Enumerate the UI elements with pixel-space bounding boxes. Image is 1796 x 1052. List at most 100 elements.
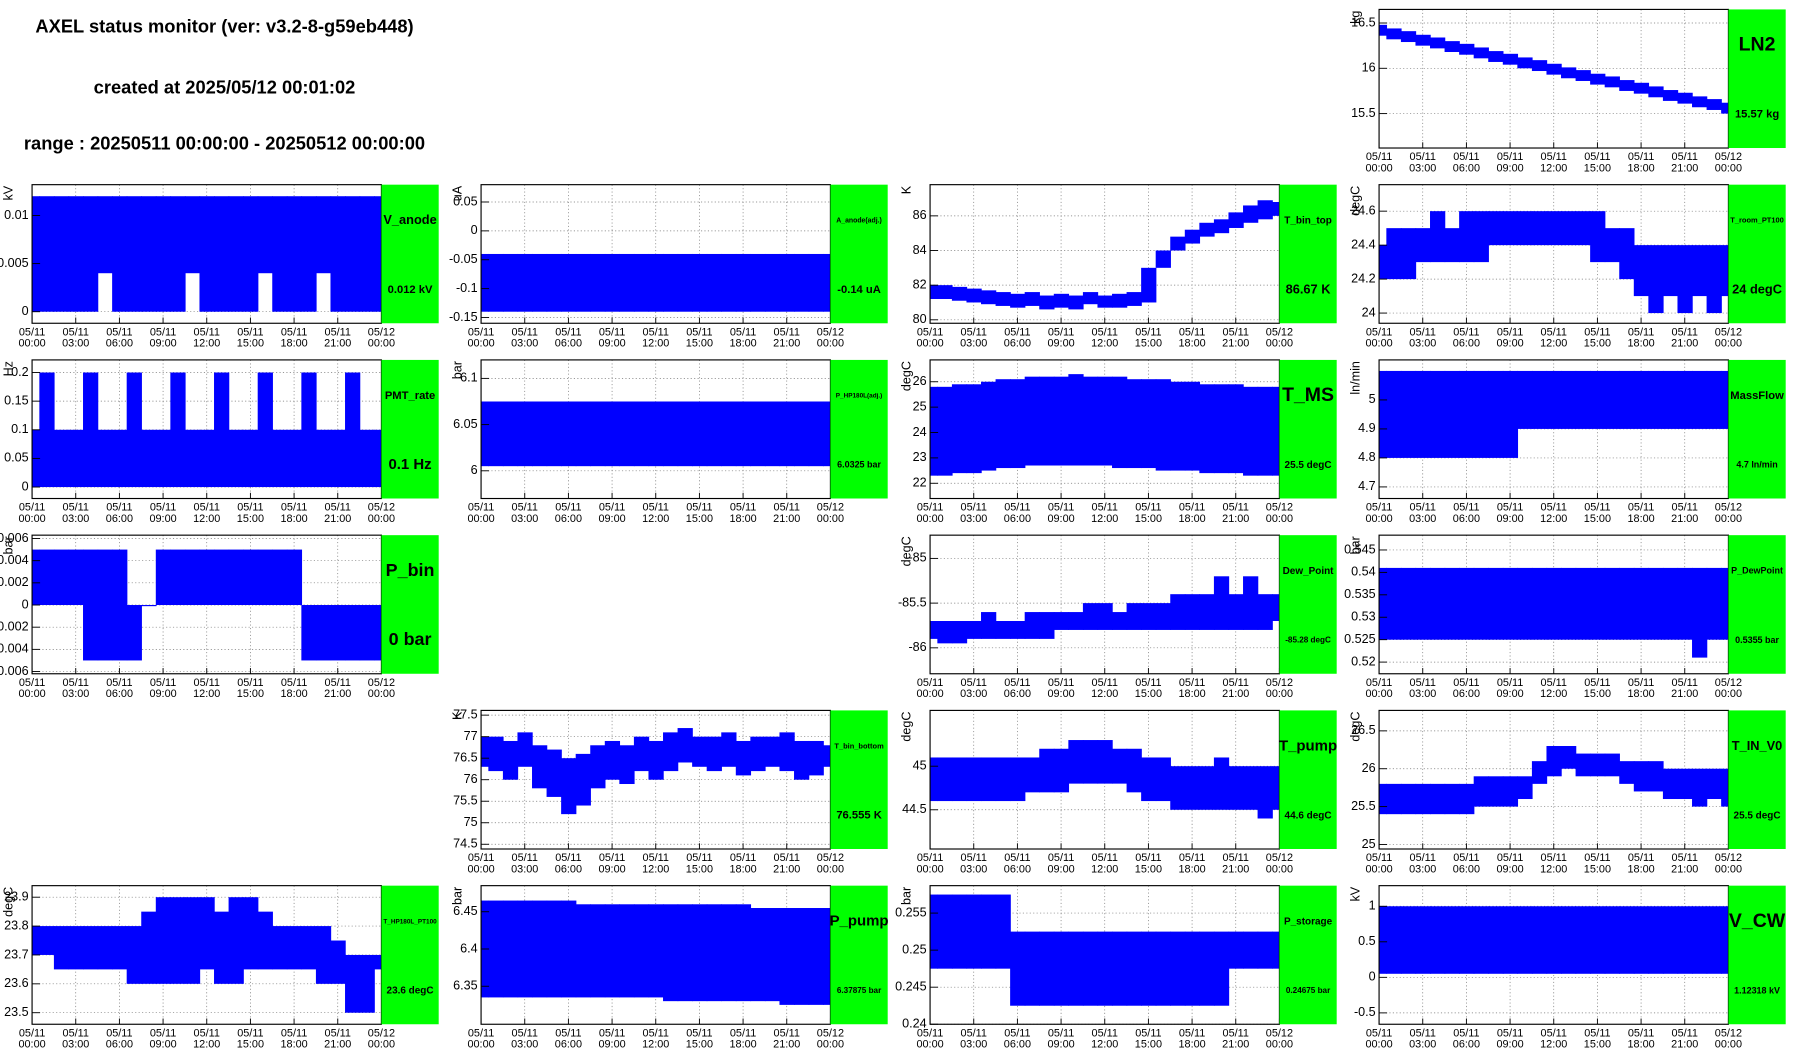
x-tick-label: 06:00	[1004, 338, 1031, 350]
band-segment	[228, 897, 244, 984]
x-tick-label: 05/11	[1048, 852, 1074, 864]
x-tick-label: 03:00	[511, 1039, 538, 1051]
x-tick-label: 05/11	[1135, 326, 1161, 338]
x-tick-label: 03:00	[62, 338, 89, 350]
x-tick-label: 00:00	[18, 513, 45, 525]
band-segment	[199, 429, 215, 488]
x-tick-label: 05/11	[730, 502, 756, 514]
band-segment	[502, 401, 519, 467]
time-range: range : 20250511 00:00:00 - 20250512 00:…	[24, 132, 425, 153]
x-tick-label: 05/11	[1628, 326, 1654, 338]
band-segment	[1546, 906, 1562, 974]
x-tick-label: 05/11	[19, 502, 45, 514]
y-axis-label: kV	[1348, 886, 1362, 901]
x-tick-label: 05/11	[555, 326, 581, 338]
x-tick-label: 00:00	[1365, 338, 1392, 350]
y-tick-label: 6.45	[453, 904, 477, 918]
y-axis-label: kV	[1, 185, 15, 200]
y-tick-label: 16	[1362, 61, 1376, 75]
x-tick-label: 05/11	[512, 1027, 538, 1039]
band-segment	[199, 897, 215, 970]
band-segment	[345, 954, 361, 1013]
band-segment	[590, 904, 606, 998]
x-tick-label: 05/11	[106, 677, 132, 689]
band-segment	[779, 253, 795, 312]
panel: 0.520.5250.530.5350.540.54505/1100:0005/…	[1344, 534, 1786, 700]
x-tick-label: 05/11	[1135, 677, 1161, 689]
band-segment	[1024, 292, 1040, 306]
x-tick-label: 00:00	[18, 338, 45, 350]
y-axis-label: kg	[1348, 11, 1362, 24]
band-segment	[1706, 245, 1722, 314]
band-segment	[1531, 60, 1548, 72]
band-segment	[1488, 51, 1504, 62]
band-segment	[1444, 228, 1460, 263]
band-segment	[1444, 41, 1460, 52]
y-tick-label: 0.255	[895, 905, 926, 919]
band-segment	[68, 429, 84, 488]
status-box	[830, 184, 888, 324]
band-segment	[32, 196, 41, 312]
band-segment	[677, 728, 693, 763]
band-segment	[1082, 740, 1099, 784]
band-segment	[1706, 567, 1722, 640]
band-segment	[930, 285, 939, 300]
x-tick-label: 09:00	[1047, 1039, 1074, 1051]
x-tick-label: 05/11	[1672, 326, 1698, 338]
band-segment	[1400, 370, 1417, 458]
band-segment	[1488, 906, 1504, 974]
x-tick-label: 09:00	[1496, 163, 1523, 175]
band-segment	[1082, 376, 1099, 466]
band-segment	[1619, 80, 1635, 91]
x-tick-label: 00:00	[1365, 863, 1392, 875]
band-segment	[1272, 594, 1280, 622]
band-segment	[1575, 567, 1591, 640]
y-tick-label: 25	[913, 399, 927, 413]
x-tick-label: 05/12	[1715, 502, 1742, 514]
band-segment	[1488, 567, 1504, 640]
band-segment	[1068, 295, 1084, 310]
band-segment	[1561, 746, 1577, 769]
band-segment	[488, 253, 504, 312]
x-tick-label: 18:00	[280, 338, 307, 350]
x-tick-label: 12:00	[1540, 863, 1567, 875]
x-tick-label: 06:00	[106, 688, 133, 700]
y-tick-label: 76.5	[453, 751, 477, 765]
x-tick-label: 05/11	[1410, 1027, 1436, 1039]
band-segment	[1590, 370, 1606, 429]
y-tick-label: 75.5	[453, 794, 477, 808]
band-segment	[735, 904, 752, 1002]
current-value: 24 degC	[1732, 281, 1782, 296]
band-segment	[330, 429, 346, 488]
band-segment	[243, 897, 259, 970]
band-segment	[1024, 376, 1040, 466]
channel-name: LN2	[1739, 34, 1776, 56]
band-segment	[32, 926, 41, 955]
current-value: 23.6 degC	[387, 986, 434, 997]
band-segment	[1386, 783, 1402, 815]
band-segment	[1039, 748, 1055, 793]
band-segment	[1097, 376, 1113, 466]
x-tick-label: 05/11	[961, 326, 987, 338]
band-segment	[995, 379, 1011, 469]
band-segment	[315, 429, 332, 488]
x-tick-label: 05/11	[917, 326, 943, 338]
band-segment	[1517, 211, 1533, 246]
band-segment	[930, 386, 939, 476]
panel: 8082848605/1100:0005/1103:0005/1106:0005…	[899, 184, 1337, 350]
band-segment	[112, 926, 128, 970]
band-segment	[488, 736, 504, 772]
x-tick-label: 05/11	[468, 852, 494, 864]
band-segment	[930, 757, 939, 802]
x-tick-label: 09:00	[149, 1039, 176, 1051]
band-segment	[1400, 783, 1417, 815]
y-axis-label: uA	[450, 185, 464, 201]
x-tick-label: 05/11	[1004, 1027, 1030, 1039]
x-tick-label: 05/11	[1004, 502, 1030, 514]
band-segment	[1400, 567, 1417, 640]
band-segment	[1517, 57, 1533, 69]
band-segment	[1604, 76, 1620, 88]
y-tick-label: 23.7	[4, 947, 28, 961]
y-tick-label: 6.4	[460, 941, 478, 955]
